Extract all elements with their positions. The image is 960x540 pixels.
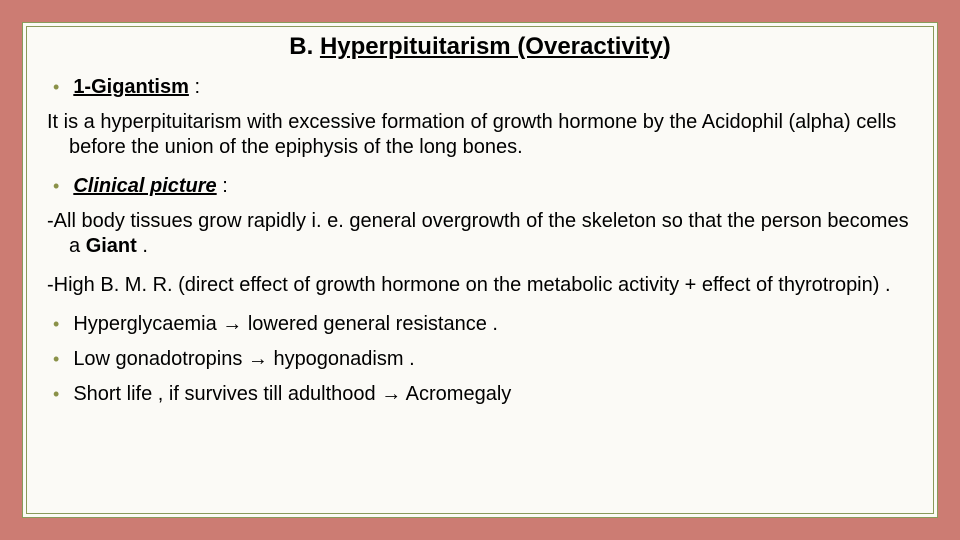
bullet-icon: • bbox=[53, 312, 59, 336]
paragraph-giant: -All body tissues grow rapidly i. e. gen… bbox=[47, 209, 913, 259]
title-suffix: ) bbox=[663, 33, 671, 60]
bullet-text: Hyperglycaemia → lowered general resista… bbox=[73, 312, 498, 337]
bullet-item-clinical-picture: • Clinical picture : bbox=[47, 174, 913, 199]
title-underlined: Hyperpituitarism (Overactivity bbox=[320, 33, 663, 60]
label-clinical-picture: Clinical picture bbox=[73, 175, 216, 197]
bullet-text: Short life , if survives till adulthood … bbox=[73, 382, 511, 407]
bullet-item-gigantism: • 1-Gigantism : bbox=[47, 75, 913, 100]
bullet-icon: • bbox=[53, 347, 59, 371]
slide-outer-frame: B. Hyperpituitarism (Overactivity) • 1-G… bbox=[0, 0, 960, 540]
slide-content: B. Hyperpituitarism (Overactivity) • 1-G… bbox=[26, 26, 934, 514]
bullet-item-shortlife: • Short life , if survives till adulthoo… bbox=[47, 382, 913, 407]
slide-title: B. Hyperpituitarism (Overactivity) bbox=[47, 33, 913, 61]
bullet-item-gonadotropins: • Low gonadotropins → hypogonadism . bbox=[47, 347, 913, 372]
bullet-text: Low gonadotropins → hypogonadism . bbox=[73, 347, 414, 372]
bullet-item-hyperglycaemia: • Hyperglycaemia → lowered general resis… bbox=[47, 312, 913, 337]
bullet-text: Clinical picture : bbox=[73, 174, 228, 199]
paragraph-definition: It is a hyperpituitarism with excessive … bbox=[47, 110, 913, 160]
title-prefix: B. bbox=[289, 33, 320, 60]
bullet-icon: • bbox=[53, 174, 59, 198]
label-gigantism: 1-Gigantism bbox=[73, 76, 189, 98]
slide-inner-frame: B. Hyperpituitarism (Overactivity) • 1-G… bbox=[22, 22, 938, 518]
bullet-text: 1-Gigantism : bbox=[73, 75, 200, 100]
bullet-icon: • bbox=[53, 75, 59, 99]
bullet-icon: • bbox=[53, 382, 59, 406]
paragraph-bmr: -High B. M. R. (direct effect of growth … bbox=[47, 273, 913, 298]
